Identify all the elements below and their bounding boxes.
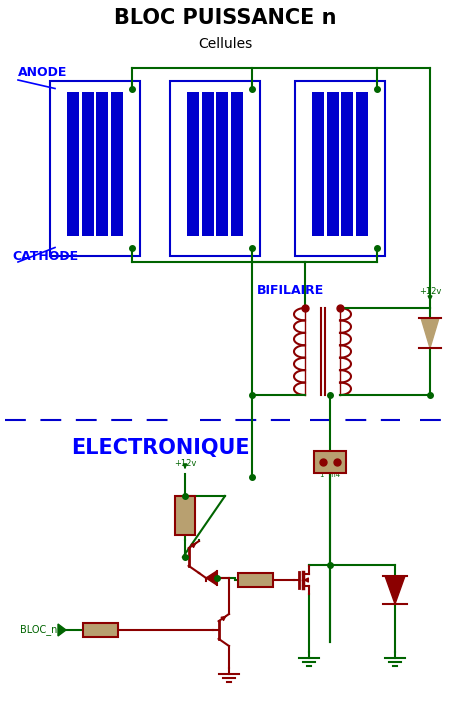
FancyBboxPatch shape: [111, 92, 123, 236]
Polygon shape: [58, 624, 66, 636]
FancyBboxPatch shape: [216, 92, 228, 236]
FancyBboxPatch shape: [202, 92, 214, 236]
Text: CATHODE: CATHODE: [12, 250, 78, 262]
Text: +12v: +12v: [174, 459, 196, 469]
Text: 1   n4: 1 n4: [320, 472, 340, 478]
Text: ELECTRONIQUE: ELECTRONIQUE: [71, 438, 249, 458]
FancyBboxPatch shape: [175, 496, 195, 535]
FancyBboxPatch shape: [231, 92, 243, 236]
FancyBboxPatch shape: [187, 92, 199, 236]
FancyBboxPatch shape: [295, 81, 385, 255]
FancyBboxPatch shape: [96, 92, 108, 236]
Text: BLOC_n: BLOC_n: [20, 625, 57, 635]
FancyBboxPatch shape: [83, 623, 118, 637]
FancyBboxPatch shape: [312, 92, 324, 236]
Polygon shape: [385, 576, 405, 604]
Text: BLOC PUISSANCE n: BLOC PUISSANCE n: [114, 8, 336, 28]
FancyBboxPatch shape: [327, 92, 339, 236]
FancyBboxPatch shape: [356, 92, 368, 236]
FancyBboxPatch shape: [67, 92, 79, 236]
FancyBboxPatch shape: [238, 573, 272, 587]
Polygon shape: [206, 571, 217, 585]
FancyBboxPatch shape: [82, 92, 94, 236]
Text: ANODE: ANODE: [18, 65, 67, 79]
Polygon shape: [421, 318, 439, 348]
Text: +12v: +12v: [419, 288, 441, 296]
FancyBboxPatch shape: [314, 451, 346, 473]
FancyBboxPatch shape: [341, 92, 353, 236]
FancyBboxPatch shape: [50, 81, 140, 255]
Text: BIFILAIRE: BIFILAIRE: [256, 284, 324, 296]
Text: Cellules: Cellules: [198, 37, 252, 51]
FancyBboxPatch shape: [170, 81, 260, 255]
